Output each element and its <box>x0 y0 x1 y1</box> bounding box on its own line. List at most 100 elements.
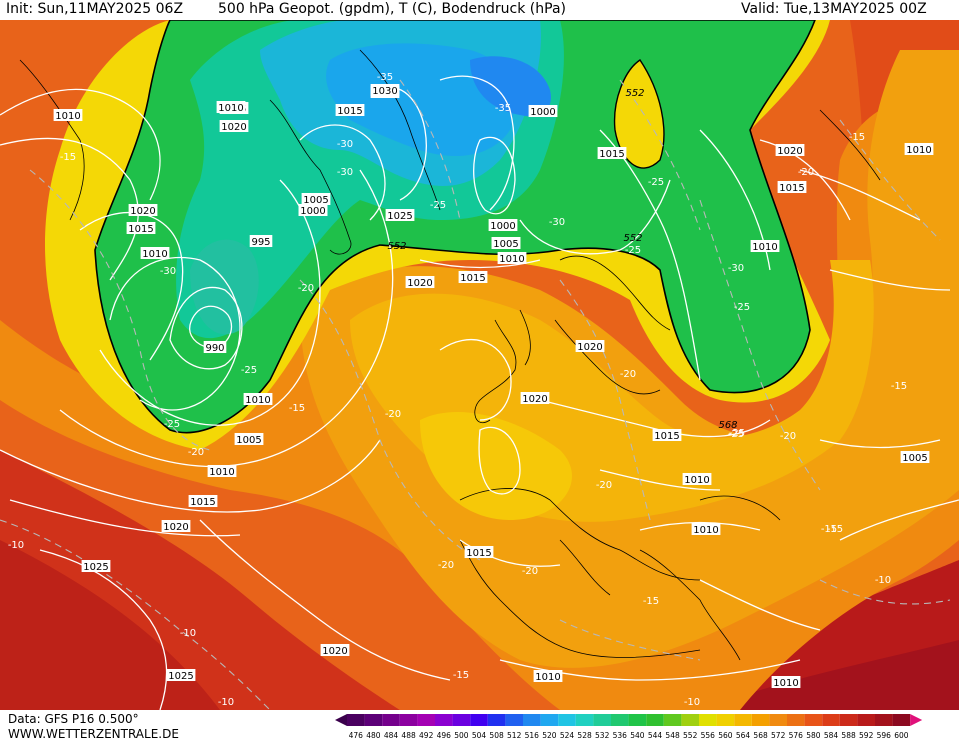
pressure-label-text: 995 <box>251 237 270 248</box>
pressure-label-bg <box>750 240 780 252</box>
legend-arrow-left <box>335 714 347 726</box>
legend-value: 560 <box>718 731 733 740</box>
pressure-label-text: 1025 <box>83 562 108 573</box>
legend-swatch <box>487 714 506 726</box>
pressure-label-bg <box>520 392 550 404</box>
pressure-label-text: 1015 <box>337 106 362 117</box>
pressure-label-bg <box>900 451 930 463</box>
pressure-label-bg <box>405 276 435 288</box>
pressure-label: 1020 <box>161 520 191 533</box>
temperature-label: -25 <box>734 302 750 313</box>
temperature-label-text: -10 <box>180 628 196 639</box>
geopotential-label: 568 <box>718 420 737 431</box>
temperature-label: -15 <box>821 524 837 535</box>
pressure-label-bg <box>370 84 400 96</box>
pressure-label: 1010 <box>140 247 170 260</box>
pressure-label-text: 1020 <box>322 646 347 657</box>
legend-value: 544 <box>648 731 663 740</box>
pressure-label-text: 1010 <box>693 525 718 536</box>
temperature-label: -30 <box>549 217 565 228</box>
temperature-label: -20 <box>385 409 401 420</box>
temperature-label-text: -25 <box>625 245 641 256</box>
pressure-label-text: 1005 <box>303 195 328 206</box>
temperature-label-text: -25 <box>728 429 744 440</box>
pressure-label: 1015 <box>458 271 488 284</box>
pressure-label: 1010 <box>750 240 780 253</box>
legend-swatch <box>470 714 488 726</box>
temperature-label-text: -20 <box>596 480 612 491</box>
pressure-label: 1010 <box>904 143 934 156</box>
legend-value: 480 <box>366 731 381 740</box>
legend-value: 492 <box>419 731 434 740</box>
legend-value: 576 <box>789 731 804 740</box>
pressure-label: 1005 <box>491 237 521 250</box>
legend-swatch <box>382 714 400 726</box>
legend-swatch <box>769 714 787 726</box>
pressure-label: 1015 <box>652 429 682 442</box>
temperature-label: -30 <box>728 263 744 274</box>
temperature-label-text: -30 <box>337 139 353 150</box>
pressure-label-text: 990 <box>205 343 224 354</box>
pressure-label-text: 1015 <box>599 149 624 160</box>
temperature-label: -15 <box>891 381 907 392</box>
temperature-label: -10 <box>684 697 700 708</box>
temperature-label-text: -15 <box>60 152 76 163</box>
pressure-label-text: 1020 <box>130 206 155 217</box>
temperature-label: -25 <box>729 428 745 439</box>
color-legend: 476 480 484 488 492 496 500 504 508 512 516 520 524 5… <box>335 714 923 740</box>
legend-value: 524 <box>560 731 575 740</box>
temperature-label-text: -10 <box>684 697 700 708</box>
pressure-label: 1000 <box>488 219 518 232</box>
temperature-label-text: -15 <box>453 670 469 681</box>
pressure-label-bg <box>188 495 218 507</box>
pressure-label: 1005 <box>900 451 930 464</box>
temperature-label: -20 <box>188 447 204 458</box>
legend-value: 568 <box>753 731 768 740</box>
pressure-label-bg <box>904 143 934 155</box>
pressure-label-text: 1015 <box>190 497 215 508</box>
temperature-labels: -15-35-35-30-30-25-30-20-30-25-25-20-15-… <box>8 72 907 708</box>
pressure-label: 1030 <box>370 84 400 97</box>
pressure-label: 1025 <box>385 209 415 222</box>
pressure-label-text: 1020 <box>522 394 547 405</box>
init-time: Init: Sun,11MAY2025 06Z <box>6 1 184 17</box>
temperature-label: -20 <box>620 369 636 380</box>
legend-swatch <box>347 714 365 726</box>
geopotential-label: 552 <box>625 88 644 99</box>
pressure-label-bg <box>575 340 605 352</box>
legend-swatch <box>646 714 664 726</box>
pressure-label: 1025 <box>166 669 196 682</box>
pressure-label-bg <box>682 473 712 485</box>
temperature-label: -30 <box>337 139 353 150</box>
legend-value: 572 <box>771 731 786 740</box>
pressure-label-text: 1005 <box>902 453 927 464</box>
pressure-label-text: 1010 <box>499 254 524 265</box>
pressure-label-bg <box>53 109 83 121</box>
legend-arrow-right <box>910 714 923 726</box>
pressure-label: 1010 <box>533 670 563 683</box>
pressure-label-text: 1010 <box>55 111 80 122</box>
pressure-label-text: 1020 <box>777 146 802 157</box>
legend-value: 528 <box>577 731 592 740</box>
temperature-label: -10 <box>875 575 891 586</box>
pressure-label-bg <box>161 520 191 532</box>
pressure-label: 1015 <box>777 181 807 194</box>
legend-swatch <box>575 714 594 726</box>
map-footer: Data: GFS P16 0.500° WWW.WETTERZENTRALE.… <box>0 710 959 741</box>
pressure-label-bg <box>335 104 365 116</box>
legend-swatch <box>787 714 805 726</box>
legend-swatch <box>875 714 893 726</box>
temperature-label: -20 <box>798 167 814 178</box>
temperature-label: -20 <box>522 566 538 577</box>
temperature-label: -35 <box>495 103 511 114</box>
temperature-label: -25 <box>164 419 180 430</box>
pressure-label: 1015 <box>188 495 218 508</box>
legend-swatch <box>558 714 576 726</box>
geopotential-labels: 552 552 552 568 <box>387 88 737 431</box>
temperature-label-text: -15 <box>643 596 659 607</box>
legend-value: 488 <box>401 731 416 740</box>
pressure-label-bg <box>234 433 264 445</box>
legend-value: 504 <box>472 731 487 740</box>
coastlines <box>19 49 881 661</box>
legend-swatch <box>699 714 717 726</box>
